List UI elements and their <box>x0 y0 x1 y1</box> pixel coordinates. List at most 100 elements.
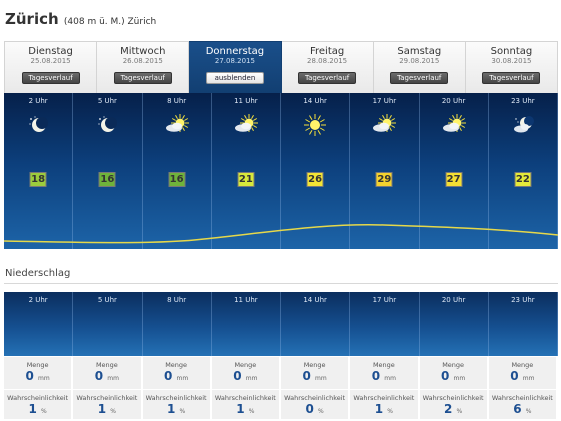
probability-unit: % <box>110 408 116 415</box>
precip-hour-column: 17 Uhr <box>350 292 420 356</box>
hour-time: 2 Uhr <box>28 97 48 105</box>
day-detail-button[interactable]: Tagesverlauf <box>113 72 172 84</box>
precip-hour-column: 11 Uhr <box>212 292 281 356</box>
stat-separator <box>73 389 141 390</box>
precip-hour-column: 2 Uhr <box>4 292 74 356</box>
precip-stat-column: Menge 0 mm Wahrscheinlichkeit 0 % <box>281 357 351 419</box>
amount-label: Menge <box>303 361 326 369</box>
day-tab-dienstag[interactable]: Dienstag 25.08.2015 Tagesverlauf <box>4 41 98 93</box>
amount-unit: mm <box>107 375 119 382</box>
precip-hour-column: 23 Uhr <box>489 292 558 356</box>
precip-stat-column: Menge 0 mm Wahrscheinlichkeit 1 % <box>73 357 143 419</box>
amount-value: 0 mm <box>212 369 279 386</box>
day-name: Donnerstag <box>205 46 265 57</box>
probability-value: 1 % <box>350 402 417 419</box>
amount-label: Menge <box>372 361 395 369</box>
sun-cloud-icon <box>439 113 469 137</box>
sun-icon <box>300 113 330 137</box>
location-name: Zürich <box>5 10 59 28</box>
day-tab-samstag[interactable]: Samstag 29.08.2015 Tagesverlauf <box>373 41 466 93</box>
probability-value: 1 % <box>143 402 210 419</box>
day-tab-freitag[interactable]: Freitag 28.08.2015 Tagesverlauf <box>281 41 374 93</box>
location-title: Zürich (408 m ü. M.) Zürich <box>5 10 156 28</box>
amount-unit: mm <box>176 375 189 382</box>
amount-number: 0 <box>233 369 242 383</box>
day-detail-button[interactable]: Tagesverlauf <box>390 72 449 84</box>
temperature-badge: 29 <box>375 172 393 187</box>
day-detail-button[interactable]: Tagesverlauf <box>21 72 80 84</box>
hour-column: 11 Uhr 21 <box>212 93 281 249</box>
probability-label: Wahrscheinlichkeit <box>76 394 138 402</box>
day-name: Sonntag <box>490 46 533 57</box>
precip-stat-column: Menge 0 mm Wahrscheinlichkeit 6 % <box>488 357 558 419</box>
probability-number: 1 <box>236 402 245 416</box>
day-date: 25.08.2015 <box>30 57 71 65</box>
precip-hour-column: 20 Uhr <box>420 292 489 356</box>
hour-time: 17 Uhr <box>372 97 397 105</box>
stat-separator <box>211 389 279 390</box>
probability-unit: % <box>387 408 393 415</box>
amount-value: 0 mm <box>4 369 71 386</box>
probability-number: 1 <box>374 402 384 416</box>
amount-unit: mm <box>38 375 50 382</box>
amount-number: 0 <box>371 369 381 383</box>
amount-unit: mm <box>315 375 327 382</box>
precip-stat-column: Menge 0 mm Wahrscheinlichkeit 1 % <box>350 357 420 419</box>
precipitation-stats: Menge 0 mm Wahrscheinlichkeit 1 % Menge 0 mm W… <box>4 357 558 419</box>
amount-label: Menge <box>165 361 188 369</box>
precip-stat-column: Menge 0 mm Wahrscheinlichkeit 2 % <box>419 357 489 419</box>
temperature-badge: 18 <box>29 172 47 187</box>
hour-column: 23 Uhr 22 <box>489 93 558 249</box>
hour-time: 14 Uhr <box>303 97 327 105</box>
precip-hour-time: 11 Uhr <box>234 296 258 304</box>
amount-label: Menge <box>95 361 118 369</box>
amount-value: 0 mm <box>350 369 417 386</box>
stat-separator <box>488 389 556 390</box>
stat-separator <box>419 389 487 390</box>
hour-column: 2 Uhr 18 <box>4 93 74 249</box>
stat-separator <box>281 389 349 390</box>
day-name: Mittwoch <box>120 46 166 57</box>
moon-cloud-icon <box>508 113 538 137</box>
precip-hour-column: 5 Uhr <box>73 292 143 356</box>
probability-unit: % <box>525 408 532 415</box>
probability-label: Wahrscheinlichkeit <box>491 394 553 402</box>
precip-hour-time: 5 Uhr <box>97 296 117 304</box>
hour-time: 11 Uhr <box>234 97 258 105</box>
probability-label: Wahrscheinlichkeit <box>145 394 207 402</box>
precip-hour-time: 20 Uhr <box>441 296 466 304</box>
stat-separator <box>142 389 210 390</box>
day-tab-sonntag[interactable]: Sonntag 30.08.2015 Tagesverlauf <box>465 41 559 93</box>
day-tab-donnerstag[interactable]: Donnerstag 27.08.2015 ausblenden <box>189 41 282 93</box>
hour-time: 23 Uhr <box>511 97 535 105</box>
probability-label: Wahrscheinlichkeit <box>214 394 276 402</box>
moon-stars-icon <box>92 113 122 137</box>
day-name: Dienstag <box>28 46 73 57</box>
amount-unit: mm <box>522 375 535 382</box>
day-detail-button[interactable]: Tagesverlauf <box>482 72 541 84</box>
amount-unit: mm <box>453 375 466 382</box>
amount-value: 0 mm <box>420 369 487 386</box>
location-detail: (408 m ü. M.) Zürich <box>63 17 157 27</box>
hide-button[interactable]: ausblenden <box>205 72 264 84</box>
day-date: 26.08.2015 <box>122 57 163 65</box>
day-detail-button[interactable]: Tagesverlauf <box>298 72 357 84</box>
sun-cloud-icon <box>162 113 192 137</box>
stat-separator <box>4 389 72 390</box>
probability-unit: % <box>41 408 47 415</box>
hour-column: 17 Uhr 29 <box>350 93 420 249</box>
sun-cloud-icon <box>369 113 399 137</box>
probability-number: 1 <box>28 402 37 416</box>
day-tab-mittwoch[interactable]: Mittwoch 26.08.2015 Tagesverlauf <box>97 41 190 93</box>
probability-value: 2 % <box>420 402 487 419</box>
day-name: Samstag <box>397 46 442 57</box>
precip-hour-time: 23 Uhr <box>511 296 535 304</box>
precip-hour-time: 17 Uhr <box>372 296 397 304</box>
day-date: 30.08.2015 <box>491 57 532 65</box>
probability-number: 1 <box>97 402 107 416</box>
amount-label: Menge <box>234 361 257 369</box>
amount-unit: mm <box>384 375 396 382</box>
hour-time: 20 Uhr <box>441 97 466 105</box>
day-date: 29.08.2015 <box>399 57 440 65</box>
precip-hour-time: 2 Uhr <box>28 296 48 304</box>
